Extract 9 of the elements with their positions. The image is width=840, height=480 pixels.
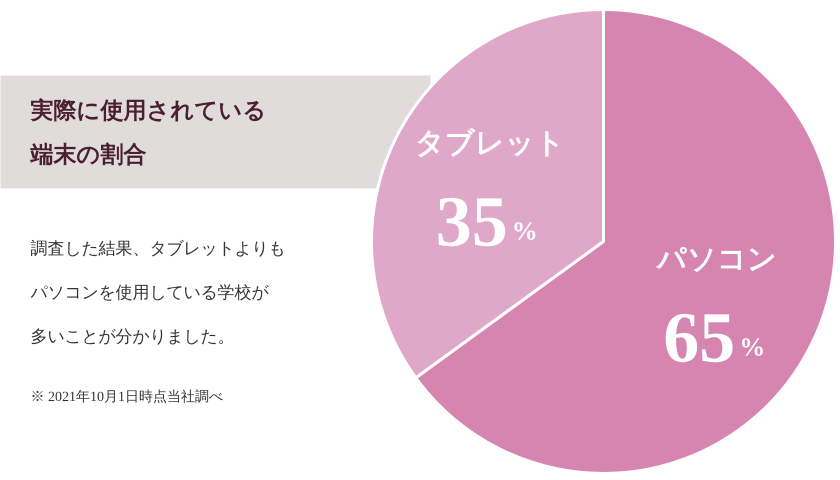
- slice-label: タブレット: [414, 128, 565, 160]
- text: パソコンを使用している学校が: [30, 283, 270, 302]
- text: 多いことが分かりました。: [30, 327, 234, 346]
- text: 調査した結果、タブレットよりも: [30, 239, 286, 258]
- slice-label: パソコン: [655, 243, 778, 276]
- data-label: 35%: [436, 182, 538, 262]
- text: ※ 2021年10月1日時点当社調べ: [30, 389, 223, 405]
- text: 実際に使用されている端末の割合: [30, 97, 266, 167]
- data-label: 65%: [663, 297, 766, 378]
